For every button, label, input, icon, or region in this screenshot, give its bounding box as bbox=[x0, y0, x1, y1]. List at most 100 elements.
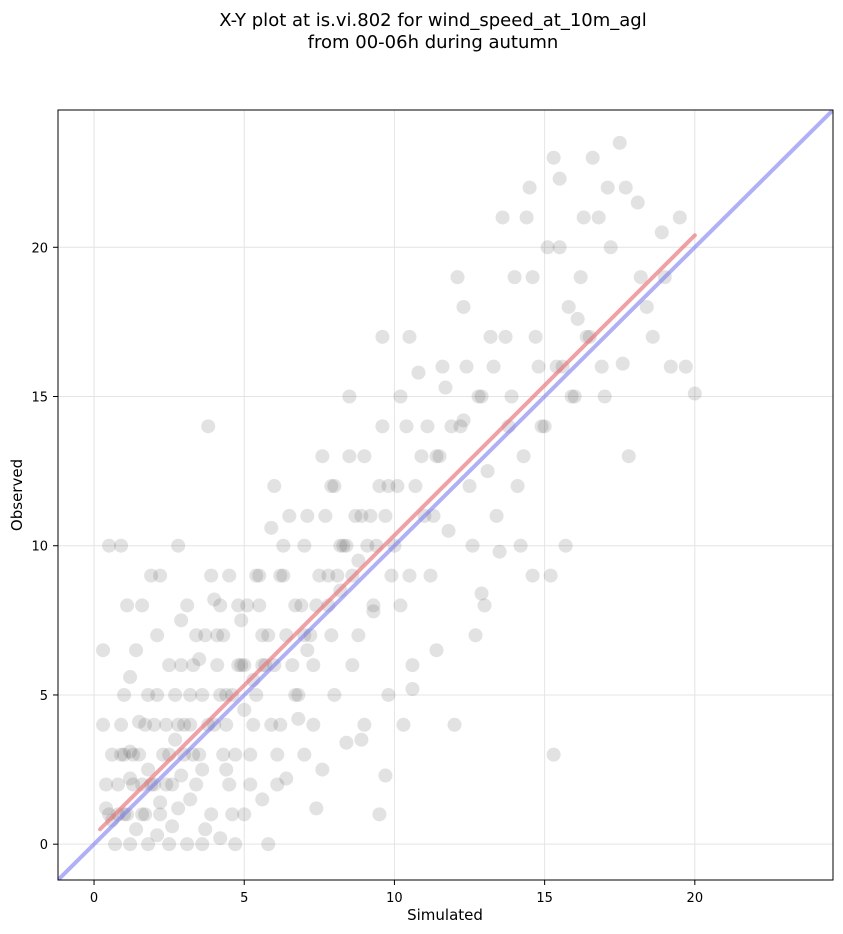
scatter-point-237 bbox=[492, 544, 507, 559]
scatter-point-259 bbox=[393, 389, 408, 404]
scatter-point-187 bbox=[390, 479, 405, 494]
scatter-point-28 bbox=[159, 777, 174, 792]
scatter-point-32 bbox=[171, 801, 186, 816]
scatter-point-286 bbox=[183, 792, 198, 807]
scatter-point-264 bbox=[552, 240, 567, 255]
scatter-point-23 bbox=[144, 568, 159, 583]
scatter-point-18 bbox=[123, 670, 138, 685]
scatter-point-133 bbox=[567, 389, 582, 404]
scatter-point-71 bbox=[276, 568, 291, 583]
scatter-point-174 bbox=[237, 658, 252, 673]
scatter-point-37 bbox=[171, 538, 186, 553]
scatter-point-95 bbox=[378, 768, 393, 783]
plot-frame bbox=[57, 109, 834, 881]
scatter-point-45 bbox=[201, 419, 216, 434]
scatter-point-209 bbox=[249, 687, 264, 702]
scatter-points bbox=[96, 135, 702, 852]
scatter-point-87 bbox=[345, 658, 360, 673]
scatter-point-253 bbox=[252, 568, 267, 583]
scatter-point-0 bbox=[96, 643, 111, 658]
scatter-point-247 bbox=[138, 717, 153, 732]
scatter-point-190 bbox=[432, 449, 447, 464]
scatter-point-173 bbox=[228, 747, 243, 762]
scatter-point-155 bbox=[516, 449, 531, 464]
scatter-point-197 bbox=[582, 329, 597, 344]
scatter-point-227 bbox=[243, 777, 258, 792]
scatter-point-103 bbox=[411, 365, 426, 380]
scatter-point-249 bbox=[174, 658, 189, 673]
scatter-point-265 bbox=[576, 210, 591, 225]
identity-line bbox=[58, 110, 833, 880]
scatter-point-199 bbox=[129, 822, 144, 837]
scatter-point-216 bbox=[333, 538, 348, 553]
scatter-point-51 bbox=[219, 717, 234, 732]
scatter-point-41 bbox=[189, 628, 204, 643]
scatter-point-74 bbox=[291, 687, 306, 702]
scatter-point-230 bbox=[306, 658, 321, 673]
scatter-point-153 bbox=[444, 419, 459, 434]
scatter-point-179 bbox=[294, 598, 309, 613]
scatter-point-233 bbox=[366, 598, 381, 613]
scatter-point-232 bbox=[351, 628, 366, 643]
scatter-point-255 bbox=[300, 508, 315, 523]
scatter-point-60 bbox=[243, 747, 258, 762]
scatter-point-100 bbox=[399, 419, 414, 434]
scatter-point-58 bbox=[222, 568, 237, 583]
scatter-point-242 bbox=[615, 356, 630, 371]
scatter-point-66 bbox=[261, 837, 276, 852]
scatter-point-86 bbox=[342, 389, 357, 404]
y-tick-label-1: 5 bbox=[40, 689, 48, 704]
scatter-point-282 bbox=[429, 643, 444, 658]
scatter-point-34 bbox=[168, 732, 183, 747]
scatter-point-127 bbox=[540, 240, 555, 255]
scatter-point-202 bbox=[168, 687, 183, 702]
scatter-point-80 bbox=[315, 449, 330, 464]
scatter-point-79 bbox=[312, 568, 327, 583]
scatter-point-89 bbox=[354, 732, 369, 747]
scatter-point-110 bbox=[450, 270, 465, 285]
scatter-point-93 bbox=[372, 807, 387, 822]
scatter-point-138 bbox=[597, 389, 612, 404]
scatter-point-36 bbox=[174, 613, 189, 628]
scatter-point-288 bbox=[264, 717, 279, 732]
scatter-point-284 bbox=[99, 801, 114, 816]
scatter-point-210 bbox=[261, 628, 276, 643]
scatter-point-63 bbox=[252, 598, 267, 613]
scatter-point-224 bbox=[189, 777, 204, 792]
scatter-point-289 bbox=[291, 711, 306, 726]
scatter-point-228 bbox=[270, 747, 285, 762]
scatter-point-40 bbox=[180, 598, 195, 613]
scatter-point-72 bbox=[282, 508, 297, 523]
scatter-point-191 bbox=[453, 419, 468, 434]
scatter-point-260 bbox=[438, 380, 453, 395]
scatter-point-85 bbox=[336, 538, 351, 553]
scatter-point-102 bbox=[405, 658, 420, 673]
scatter-point-283 bbox=[474, 586, 489, 601]
scatter-point-220 bbox=[117, 747, 132, 762]
y-tick-label-2: 10 bbox=[31, 540, 48, 555]
scatter-point-55 bbox=[228, 837, 243, 852]
scatter-point-147 bbox=[672, 210, 687, 225]
x-tick-label-0: 0 bbox=[90, 891, 98, 906]
scatter-point-277 bbox=[315, 762, 330, 777]
scatter-point-194 bbox=[504, 389, 519, 404]
scatter-point-121 bbox=[513, 538, 528, 553]
scatter-point-156 bbox=[570, 311, 585, 326]
scatter-point-256 bbox=[324, 479, 339, 494]
scatter-point-193 bbox=[486, 359, 501, 374]
y-tick-label-3: 15 bbox=[31, 391, 48, 406]
scatter-point-157 bbox=[414, 449, 429, 464]
scatter-point-274 bbox=[255, 792, 270, 807]
scatter-point-276 bbox=[297, 747, 312, 762]
scatter-point-64 bbox=[255, 628, 270, 643]
scatter-point-141 bbox=[618, 180, 633, 195]
scatter-point-229 bbox=[288, 687, 303, 702]
scatter-point-101 bbox=[402, 329, 417, 344]
scatter-point-128 bbox=[543, 568, 558, 583]
scatter-point-159 bbox=[348, 508, 363, 523]
scatter-point-118 bbox=[495, 210, 510, 225]
scatter-point-94 bbox=[375, 329, 390, 344]
scatter-point-43 bbox=[195, 762, 210, 777]
scatter-point-13 bbox=[120, 598, 135, 613]
scatter-point-238 bbox=[510, 479, 525, 494]
